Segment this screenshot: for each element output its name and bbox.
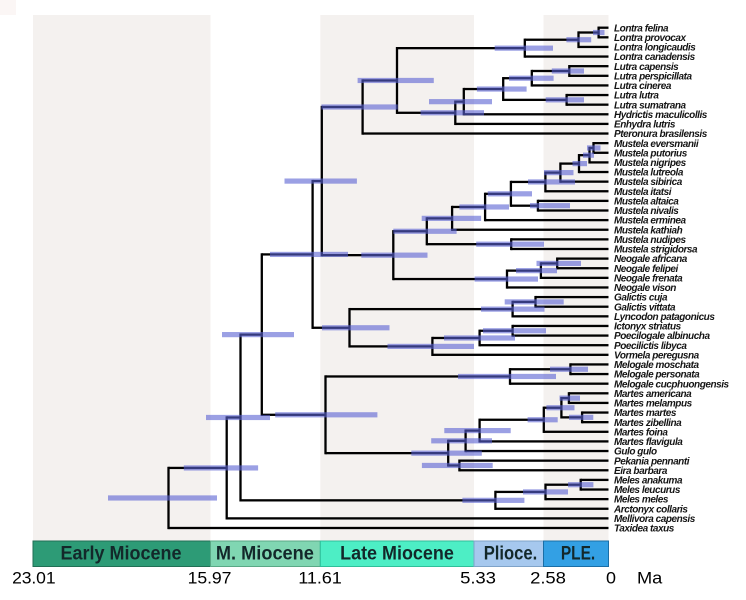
svg-text:Mustela lutreola: Mustela lutreola xyxy=(614,168,684,179)
svg-text:Lutra perspicillata: Lutra perspicillata xyxy=(614,71,692,82)
svg-text:Mustela sibirica: Mustela sibirica xyxy=(614,177,683,188)
svg-text:Hydrictis maculicollis: Hydrictis maculicollis xyxy=(614,110,708,121)
svg-text:Ma: Ma xyxy=(637,569,663,588)
svg-text:Mustela nudipes: Mustela nudipes xyxy=(614,235,686,246)
svg-text:15.97: 15.97 xyxy=(188,569,232,588)
svg-text:Neogale frenata: Neogale frenata xyxy=(614,274,683,285)
svg-text:Mustela itatsi: Mustela itatsi xyxy=(614,187,672,198)
svg-text:Martes melampus: Martes melampus xyxy=(614,399,693,410)
svg-text:Martes foina: Martes foina xyxy=(614,427,668,438)
svg-text:Melogale cucphuongensis: Melogale cucphuongensis xyxy=(614,379,730,390)
svg-text:Lontra provocax: Lontra provocax xyxy=(614,33,686,44)
svg-text:Martes americana: Martes americana xyxy=(614,389,692,400)
svg-text:Neogale africana: Neogale africana xyxy=(614,254,688,265)
svg-text:Mustela putorius: Mustela putorius xyxy=(614,148,688,159)
svg-text:Pteronura brasilensis: Pteronura brasilensis xyxy=(614,129,708,140)
svg-text:Martes zibellina: Martes zibellina xyxy=(614,418,682,429)
svg-text:Meles meles: Meles meles xyxy=(614,495,669,506)
svg-text:Lutra sumatrana: Lutra sumatrana xyxy=(614,100,686,111)
svg-text:2.58: 2.58 xyxy=(530,569,566,588)
svg-text:0: 0 xyxy=(606,569,616,588)
svg-text:23.01: 23.01 xyxy=(12,569,55,588)
svg-text:Plioce.: Plioce. xyxy=(484,544,538,565)
svg-text:Lontra longicaudis: Lontra longicaudis xyxy=(614,43,696,54)
svg-text:Neogale vison: Neogale vison xyxy=(614,283,676,294)
svg-text:Mustela strigidorsa: Mustela strigidorsa xyxy=(614,245,698,256)
svg-text:Vormela peregusna: Vormela peregusna xyxy=(614,350,700,361)
svg-text:PLE.: PLE. xyxy=(561,544,595,565)
svg-text:Lontra felina: Lontra felina xyxy=(614,23,669,34)
svg-text:Galictis cuja: Galictis cuja xyxy=(614,293,668,304)
svg-text:Galictis vittata: Galictis vittata xyxy=(614,302,676,313)
svg-text:Ictonyx striatus: Ictonyx striatus xyxy=(614,322,682,333)
svg-text:Arctonyx collaris: Arctonyx collaris xyxy=(613,504,688,515)
svg-text:Mustela kathiah: Mustela kathiah xyxy=(614,225,683,236)
svg-text:Poecilogale albinucha: Poecilogale albinucha xyxy=(614,331,710,342)
svg-text:Mustela eversmanii: Mustela eversmanii xyxy=(614,139,699,150)
svg-text:Lutra capensis: Lutra capensis xyxy=(614,62,679,73)
svg-text:Pekania pennanti: Pekania pennanti xyxy=(614,456,690,467)
svg-text:Martes flavigula: Martes flavigula xyxy=(614,437,683,448)
svg-text:Mustela erminea: Mustela erminea xyxy=(614,216,687,227)
svg-text:Poecilictis libyca: Poecilictis libyca xyxy=(614,341,687,352)
svg-text:M. Miocene: M. Miocene xyxy=(216,544,314,565)
svg-text:Enhydra lutris: Enhydra lutris xyxy=(614,120,676,131)
svg-text:Mustela altaica: Mustela altaica xyxy=(614,197,679,208)
svg-text:Lutra cinerea: Lutra cinerea xyxy=(614,81,672,92)
svg-text:Lontra canadensis: Lontra canadensis xyxy=(614,52,696,63)
svg-text:Melogale personata: Melogale personata xyxy=(614,370,700,381)
svg-text:Meles anakuma: Meles anakuma xyxy=(614,476,683,487)
svg-text:Martes martes: Martes martes xyxy=(614,408,677,419)
svg-text:Eira barbara: Eira barbara xyxy=(614,466,668,477)
svg-text:Mustela nigripes: Mustela nigripes xyxy=(614,158,687,169)
svg-text:Gulo gulo: Gulo gulo xyxy=(614,447,657,458)
svg-text:Taxidea taxus: Taxidea taxus xyxy=(614,524,675,535)
svg-text:Mustela nivalis: Mustela nivalis xyxy=(614,206,679,217)
svg-text:Lutra lutra: Lutra lutra xyxy=(614,91,659,102)
svg-text:Late Miocene: Late Miocene xyxy=(340,544,454,565)
svg-text:Mellivora capensis: Mellivora capensis xyxy=(614,514,696,525)
svg-text:5.33: 5.33 xyxy=(460,569,496,588)
svg-text:Early Miocene: Early Miocene xyxy=(61,544,182,565)
svg-text:Lyncodon patagonicus: Lyncodon patagonicus xyxy=(614,312,715,323)
svg-text:Neogale felipei: Neogale felipei xyxy=(614,264,678,275)
svg-text:11.61: 11.61 xyxy=(298,569,342,588)
svg-text:Meles leucurus: Meles leucurus xyxy=(614,485,681,496)
svg-text:Melogale moschata: Melogale moschata xyxy=(614,360,699,371)
